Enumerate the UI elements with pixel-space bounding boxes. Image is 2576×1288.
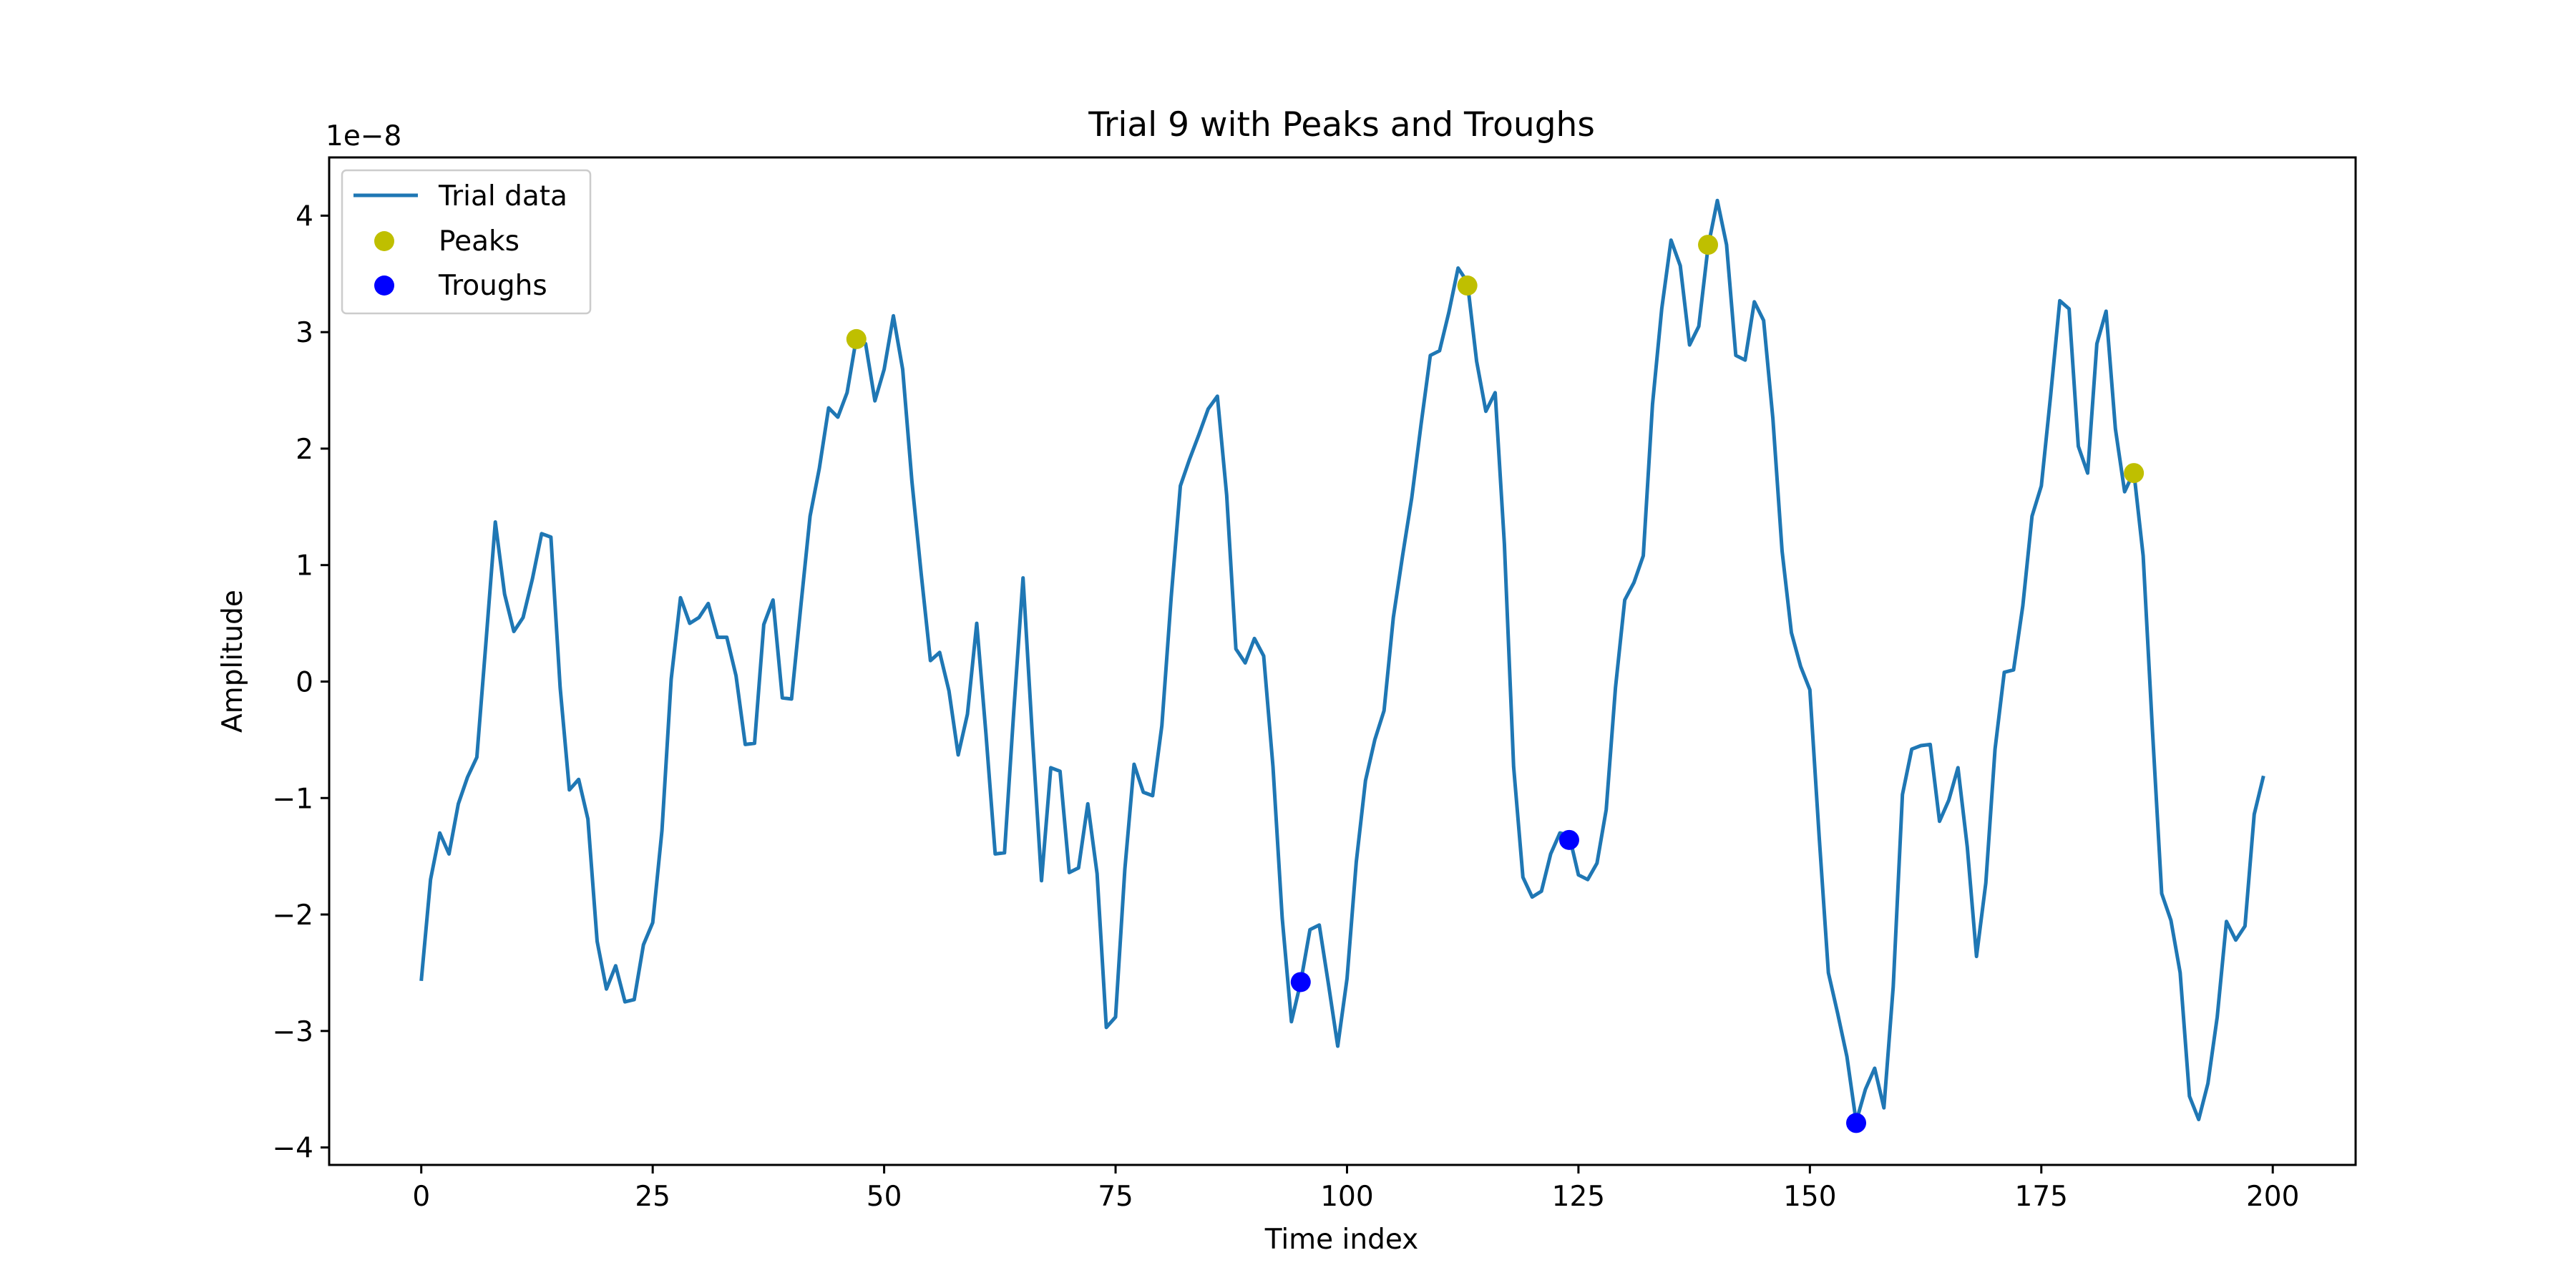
y-tick-label: −3 — [273, 1016, 314, 1048]
x-tick-label: 75 — [1098, 1181, 1133, 1213]
y-tick-label: 3 — [296, 317, 313, 349]
legend-label-peaks: Peaks — [439, 225, 519, 258]
y-tick-label: 4 — [296, 200, 313, 233]
chart-title: Trial 9 with Peaks and Troughs — [1088, 105, 1595, 145]
x-axis-ticks: 0 25 50 75 100 125 150 175 200 — [412, 1165, 2299, 1213]
x-tick-label: 200 — [2246, 1181, 2299, 1213]
legend: Trial data Peaks Troughs — [341, 169, 592, 315]
x-tick-label: 150 — [1783, 1181, 1836, 1213]
y-tick-label: −4 — [273, 1133, 314, 1165]
series-layer — [419, 198, 2265, 1133]
y-offset-label: 1e−8 — [326, 120, 401, 152]
trough-point — [1846, 1113, 1867, 1133]
y-axis-label: Amplitude — [217, 590, 249, 733]
plot-frame — [328, 156, 2357, 1166]
legend-marker-troughs — [374, 275, 394, 296]
peak-point — [846, 328, 867, 349]
legend-box — [341, 169, 592, 315]
x-tick-label: 50 — [867, 1181, 902, 1213]
y-tick-label: 0 — [296, 666, 313, 698]
legend-label-trial-data: Trial data — [438, 180, 567, 213]
plot-area: 0 25 50 75 100 125 150 175 200 −4 −3 −2 −1 0 1 2 3 4 — [273, 156, 2357, 1213]
y-tick-label: 2 — [296, 434, 313, 466]
peak-point — [2124, 463, 2145, 484]
trough-point — [1558, 829, 1579, 850]
legend-label-troughs: Troughs — [438, 270, 547, 302]
x-axis-label: Time index — [1264, 1224, 1419, 1256]
y-tick-label: 1 — [296, 550, 313, 582]
x-tick-label: 175 — [2015, 1181, 2068, 1213]
peak-point — [1698, 235, 1719, 255]
x-tick-label: 125 — [1552, 1181, 1605, 1213]
trough-point — [1290, 972, 1311, 992]
y-axis-ticks: −4 −3 −2 −1 0 1 2 3 4 — [273, 200, 329, 1165]
peak-point — [1457, 275, 1478, 296]
x-tick-label: 0 — [412, 1181, 430, 1213]
x-tick-label: 25 — [635, 1181, 670, 1213]
series-line-trial-data — [419, 198, 2265, 1124]
y-tick-label: −2 — [273, 899, 314, 932]
legend-marker-peaks — [374, 231, 394, 251]
y-tick-label: −1 — [273, 783, 314, 815]
x-tick-label: 100 — [1320, 1181, 1373, 1213]
